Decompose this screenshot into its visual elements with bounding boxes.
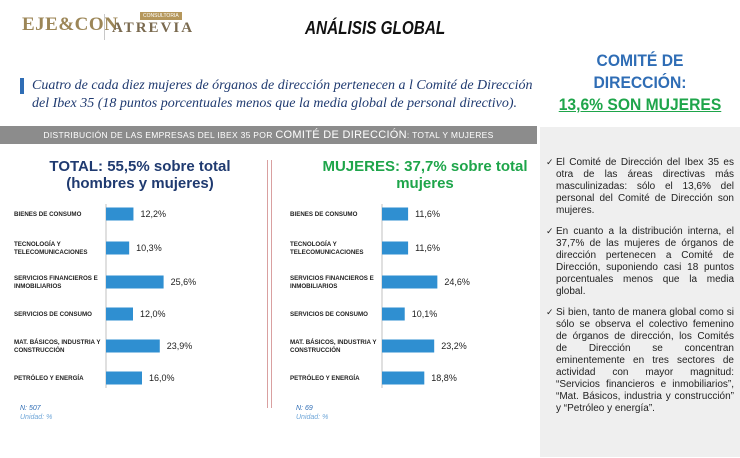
summary-bullet: El Comité de Dirección del Ibex 35 es ot… xyxy=(546,157,734,217)
total-bar xyxy=(106,339,160,353)
mujeres-value-label: 24,6% xyxy=(444,277,470,287)
mujeres-bar xyxy=(382,207,409,221)
band-suffix: : TOTAL Y MUJERES xyxy=(406,130,494,140)
total-value-label: 10,3% xyxy=(136,243,162,253)
mujeres-value-label: 11,6% xyxy=(415,243,440,253)
mujeres-bar xyxy=(382,275,438,289)
mujeres-bar xyxy=(382,371,425,385)
mujeres-bar xyxy=(382,241,409,255)
mujeres-category-label: SERVICIOS DE CONSUMO xyxy=(290,311,368,318)
total-bar xyxy=(106,207,134,221)
total-category-label: SERVICIOS DE CONSUMO xyxy=(14,311,92,318)
ejecon-logo: EJE&CON xyxy=(22,14,119,35)
page-title: ANÁLISIS GLOBAL xyxy=(305,18,446,38)
summary-bullet: En cuanto a la distribución interna, el … xyxy=(546,226,734,298)
mujeres-chart-title: MUJERES: 37,7% sobre total mujeres xyxy=(322,158,528,192)
band-highlight: COMITÉ DE DIRECCIÓN xyxy=(275,129,407,141)
total-category-label: MAT. BÁSICOS, INDUSTRIA Y CONSTRUCCIÓN xyxy=(14,339,101,354)
mujeres-n-label: N: 69 xyxy=(296,405,313,412)
quote-text: Cuatro de cada diez mujeres de órganos d… xyxy=(32,78,533,111)
total-value-label: 25,6% xyxy=(171,277,197,287)
mujeres-bar xyxy=(382,339,435,353)
total-bar xyxy=(106,241,130,255)
quote-accent-bar xyxy=(20,78,24,94)
headline: COMITÉ DE DIRECCIÓN: 13,6% SON MUJERES xyxy=(540,50,740,116)
mujeres-category-label: SERVICIOS FINANCIEROS E INMOBILIARIOS xyxy=(290,275,374,290)
mujeres-category-label: MAT. BÁSICOS, INDUSTRIA Y CONSTRUCCIÓN xyxy=(290,339,377,354)
total-category-label: SERVICIOS FINANCIEROS E INMOBILIARIOS xyxy=(14,275,98,290)
chart-divider-2 xyxy=(271,160,272,408)
total-n-label: N: 507 xyxy=(20,405,41,412)
total-bar xyxy=(106,371,142,385)
mujeres-bar xyxy=(382,307,405,321)
mujeres-value-label: 11,6% xyxy=(415,209,440,219)
total-value-label: 23,9% xyxy=(167,341,193,351)
atrevia-logo-tag: CONSULTORIA xyxy=(140,12,182,20)
total-category-label: PETRÓLEO Y ENERGÍA xyxy=(14,374,84,382)
summary-list: El Comité de Dirección del Ibex 35 es ot… xyxy=(540,127,740,415)
section-band: DISTRIBUCIÓN DE LAS EMPRESAS DEL IBEX 35… xyxy=(0,126,537,144)
total-value-label: 16,0% xyxy=(149,373,175,383)
bar-charts: BIENES DE CONSUMO 12,2% TECNOLOGÍA Y TELECO… xyxy=(14,204,470,388)
logo-separator xyxy=(104,14,105,40)
summary-bullet: Si bien, tanto de manera global como si … xyxy=(546,307,734,415)
total-bar xyxy=(106,307,133,321)
total-category-label: TECNOLOGÍA Y TELECOMUNICACIONES xyxy=(14,240,88,256)
total-value-label: 12,0% xyxy=(140,309,166,319)
total-value-label: 12,2% xyxy=(140,209,166,219)
total-unit-label: Unidad: % xyxy=(20,414,53,421)
mujeres-category-label: BIENES DE CONSUMO xyxy=(290,211,358,218)
total-bar xyxy=(106,275,164,289)
band-prefix: DISTRIBUCIÓN DE LAS EMPRESAS DEL IBEX 35… xyxy=(43,130,273,140)
total-category-label: BIENES DE CONSUMO xyxy=(14,211,82,218)
mujeres-category-label: PETRÓLEO Y ENERGÍA xyxy=(290,374,360,382)
mujeres-value-label: 10,1% xyxy=(412,309,438,319)
mujeres-value-label: 23,2% xyxy=(441,341,467,351)
atrevia-logo: ATREVIA xyxy=(112,20,195,36)
mujeres-value-label: 18,8% xyxy=(431,373,457,383)
mujeres-category-label: TECNOLOGÍA Y TELECOMUNICACIONES xyxy=(290,240,364,256)
total-chart-title: TOTAL: 55,5% sobre total (hombres y muje… xyxy=(49,158,231,192)
headline-line2: 13,6% SON MUJERES xyxy=(558,95,722,114)
mujeres-unit-label: Unidad: % xyxy=(296,414,329,421)
summary-sidebar: El Comité de Dirección del Ibex 35 es ot… xyxy=(540,127,740,457)
chart-divider xyxy=(267,160,268,408)
headline-line1: COMITÉ DE DIRECCIÓN: xyxy=(593,51,687,92)
